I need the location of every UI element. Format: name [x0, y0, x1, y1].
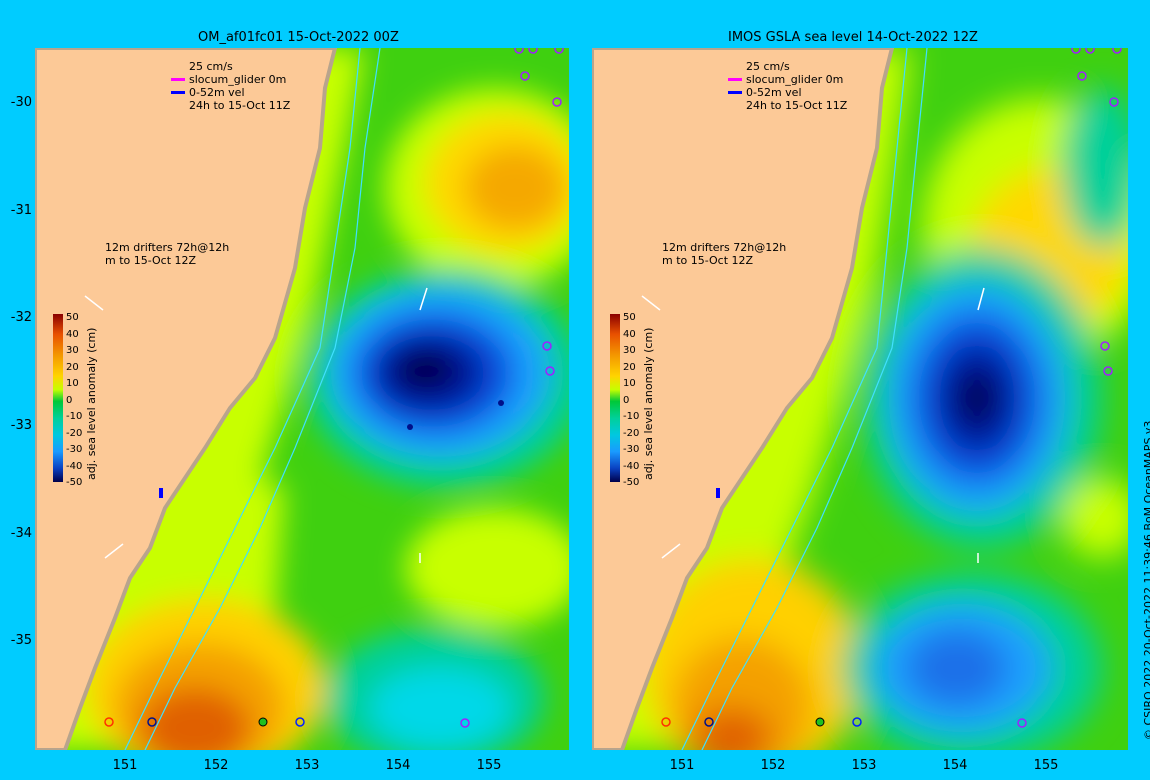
panel-right-title: IMOS GSLA sea level 14-Oct-2022 12Z: [728, 30, 978, 45]
lat-tick-label: -35: [10, 633, 32, 648]
lat-tick-label: -31: [10, 203, 32, 218]
legend-line: 24h to 15-Oct 11Z: [189, 99, 291, 112]
legend-line: slocum_glider 0m: [171, 73, 290, 86]
legend-line: 0-52m vel: [171, 86, 290, 99]
legend-right: 25 cm/s slocum_glider 0m 0-52m vel 24h t…: [728, 60, 848, 112]
blue-arrow-icon: [728, 91, 742, 94]
lat-tick-label: -33: [10, 418, 32, 433]
lat-tick-label: -32: [10, 310, 32, 325]
magenta-arrow-icon: [171, 78, 185, 81]
legend-line: 24h to 15-Oct 11Z: [746, 99, 848, 112]
map-panel-left[interactable]: 25 cm/s slocum_glider 0m 0-52m vel 24h t…: [35, 48, 569, 750]
legend-line: 0-52m vel: [728, 86, 847, 99]
legend-line: slocum_glider 0m: [728, 73, 847, 86]
lon-tick-label: 154: [385, 758, 411, 773]
credit-text: © CSIRO 2022 20-Oct-2022 11:39:46 BoM Oc…: [1142, 420, 1150, 740]
lat-tick-label: -30: [10, 95, 32, 110]
lon-tick-label: 155: [476, 758, 502, 773]
map-panel-right[interactable]: 25 cm/s slocum_glider 0m 0-52m vel 24h t…: [592, 48, 1128, 750]
colorbar-left: [53, 314, 63, 482]
panel-left-title: OM_af01fc01 15-Oct-2022 00Z: [198, 30, 399, 45]
colorbar-right: [610, 314, 620, 482]
lon-tick-label: 152: [203, 758, 229, 773]
magenta-arrow-icon: [728, 78, 742, 81]
legend-left: 25 cm/s slocum_glider 0m 0-52m vel 24h t…: [171, 60, 291, 112]
sea-level-map-left: [35, 48, 569, 750]
lon-tick-label: 154: [942, 758, 968, 773]
colorbar-label-left: adj. sea level anomaly (cm): [85, 327, 98, 480]
lon-tick-label: 155: [1033, 758, 1059, 773]
lat-tick-label: -34: [10, 526, 32, 541]
lon-tick-label: 151: [112, 758, 138, 773]
land-mass: [592, 48, 895, 750]
drifter-note-left: 12m drifters 72h@12h m to 15-Oct 12Z: [105, 241, 230, 267]
lon-tick-label: 153: [851, 758, 877, 773]
legend-line: 25 cm/s: [746, 60, 790, 73]
colorbar-label-right: adj. sea level anomaly (cm): [642, 327, 655, 480]
sea-level-map-right: [592, 48, 1128, 750]
drifter-note-right: 12m drifters 72h@12h m to 15-Oct 12Z: [662, 241, 787, 267]
lon-tick-label: 151: [669, 758, 695, 773]
colorbar-ticks-left: 50 40 30 20 10 0 -10 -20 -30 -40 -50: [66, 312, 83, 488]
blue-arrow-icon: [171, 91, 185, 94]
colorbar-ticks-right: 50 40 30 20 10 0 -10 -20 -30 -40 -50: [623, 312, 640, 488]
lon-tick-label: 153: [294, 758, 320, 773]
land-mass: [35, 48, 338, 750]
lon-tick-label: 152: [760, 758, 786, 773]
legend-line: 25 cm/s: [189, 60, 233, 73]
